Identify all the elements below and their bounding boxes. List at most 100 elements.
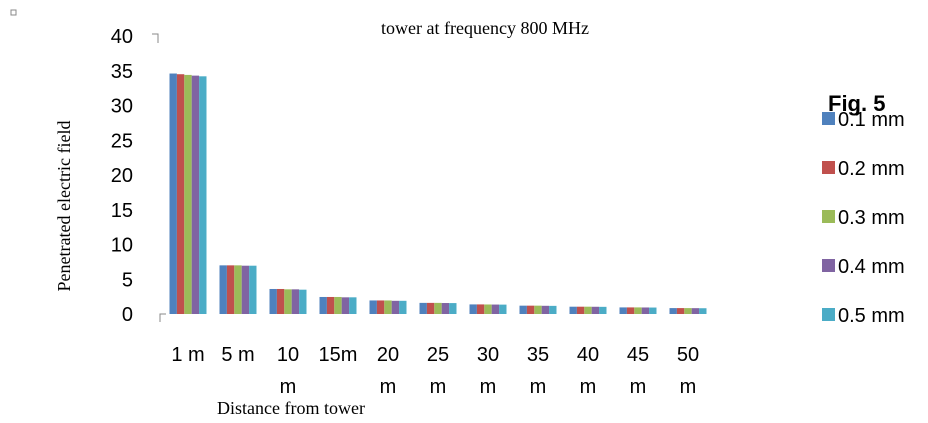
legend: 0.1 mm 0.2 mm 0.3 mm 0.4 mm 0.5 mm (822, 109, 905, 327)
x-tick-label: 25 m (427, 344, 449, 398)
bar (626, 307, 635, 314)
bar (476, 304, 485, 314)
y-tick-label: 20 (111, 165, 133, 187)
bar (449, 303, 457, 314)
bar (419, 302, 427, 314)
y-tick-label: 10 (111, 235, 133, 257)
x-tick-label: 1 m (171, 344, 204, 366)
bar (369, 300, 377, 314)
y-tick-label: 25 (111, 130, 133, 152)
bar (591, 306, 600, 314)
x-tick-label: 10 m (277, 344, 299, 398)
figure-label: Fig. 5 (828, 91, 885, 116)
legend-label: 0.3 mm (838, 207, 905, 229)
legend-item: 0.2 mm (822, 158, 905, 180)
bar (269, 288, 277, 314)
y-tick-label: 40 (111, 26, 133, 48)
x-tick-label: 50 m (677, 344, 699, 398)
legend-item: 0.5 mm (822, 305, 905, 327)
bar (491, 304, 500, 314)
bar (669, 308, 677, 314)
bar (234, 265, 242, 314)
x-tick-label: 30 m (477, 344, 499, 398)
bar (641, 307, 650, 314)
bar (376, 300, 385, 314)
bar (499, 304, 507, 314)
bar (576, 306, 585, 314)
x-tick-label: 20 m (377, 344, 399, 398)
bar (676, 308, 685, 314)
legend-item: 0.4 mm (822, 256, 905, 278)
bar (391, 300, 400, 314)
bar (334, 296, 342, 314)
bar (319, 296, 327, 314)
bar (584, 306, 592, 314)
y-tick-label: 30 (111, 96, 133, 118)
bar (399, 300, 407, 314)
bar (634, 307, 642, 314)
legend-label: 0.4 mm (838, 256, 905, 278)
bar (349, 297, 357, 314)
y-tick-label: 0 (122, 304, 133, 326)
bar (619, 307, 627, 314)
bar (241, 265, 250, 314)
legend-item: 0.1 mm (822, 109, 905, 131)
bar (569, 306, 577, 314)
axis-top-mark (152, 33, 159, 43)
bar (384, 300, 392, 314)
bar (426, 302, 435, 314)
legend-item: 0.3 mm (822, 207, 905, 229)
x-axis-label: Distance from tower (217, 398, 365, 418)
bar (299, 289, 307, 314)
series-0-1-mm (169, 73, 677, 314)
plot-area (152, 33, 707, 322)
bar (691, 308, 700, 314)
bar (526, 305, 535, 314)
bar (191, 75, 200, 315)
bar (699, 308, 707, 314)
bar (484, 304, 492, 314)
legend-swatch (822, 308, 835, 321)
bar (219, 265, 227, 314)
bar (249, 265, 257, 314)
bar (199, 76, 207, 314)
y-tick-label: 35 (111, 61, 133, 83)
legend-swatch (822, 210, 835, 223)
x-tick-label: 40 m (577, 344, 599, 398)
series-0-4-mm (191, 75, 700, 315)
bar (469, 304, 477, 314)
x-tick-label: 45 m (627, 344, 649, 398)
bar (649, 307, 657, 314)
bar (434, 302, 442, 314)
chart-title: tower at frequency 800 MHz (381, 18, 589, 38)
y-tick-label: 5 (122, 269, 133, 291)
corner-marker (10, 9, 17, 16)
bar (534, 305, 542, 314)
bar (276, 288, 285, 314)
bar (549, 305, 557, 314)
bar (684, 308, 692, 314)
bar (176, 74, 185, 314)
legend-swatch (822, 161, 835, 174)
axis-bottom-mark (159, 313, 166, 322)
series-0-5-mm (199, 76, 707, 314)
bar (169, 73, 177, 314)
x-tick-label: 35 m (527, 344, 549, 398)
legend-swatch (822, 259, 835, 272)
series-0-3-mm (184, 74, 692, 314)
bar (519, 305, 527, 314)
bar (226, 265, 235, 314)
y-tick-labels: 0 5 10 15 20 25 30 35 40 (111, 26, 133, 326)
bar (599, 306, 607, 314)
bar (284, 289, 292, 314)
legend-label: 0.2 mm (838, 158, 905, 180)
bar (184, 74, 192, 314)
legend-label: 0.5 mm (838, 305, 905, 327)
series-0-2-mm (176, 74, 685, 314)
y-axis-label: Penetrated electric field (54, 121, 74, 292)
bar (326, 296, 335, 314)
bar (541, 305, 550, 314)
x-tick-labels: 1 m 5 m 10 m 15m 20 m 25 m 30 m 35 m 40 m 45 m 50 m (171, 344, 699, 398)
y-tick-label: 15 (111, 200, 133, 222)
